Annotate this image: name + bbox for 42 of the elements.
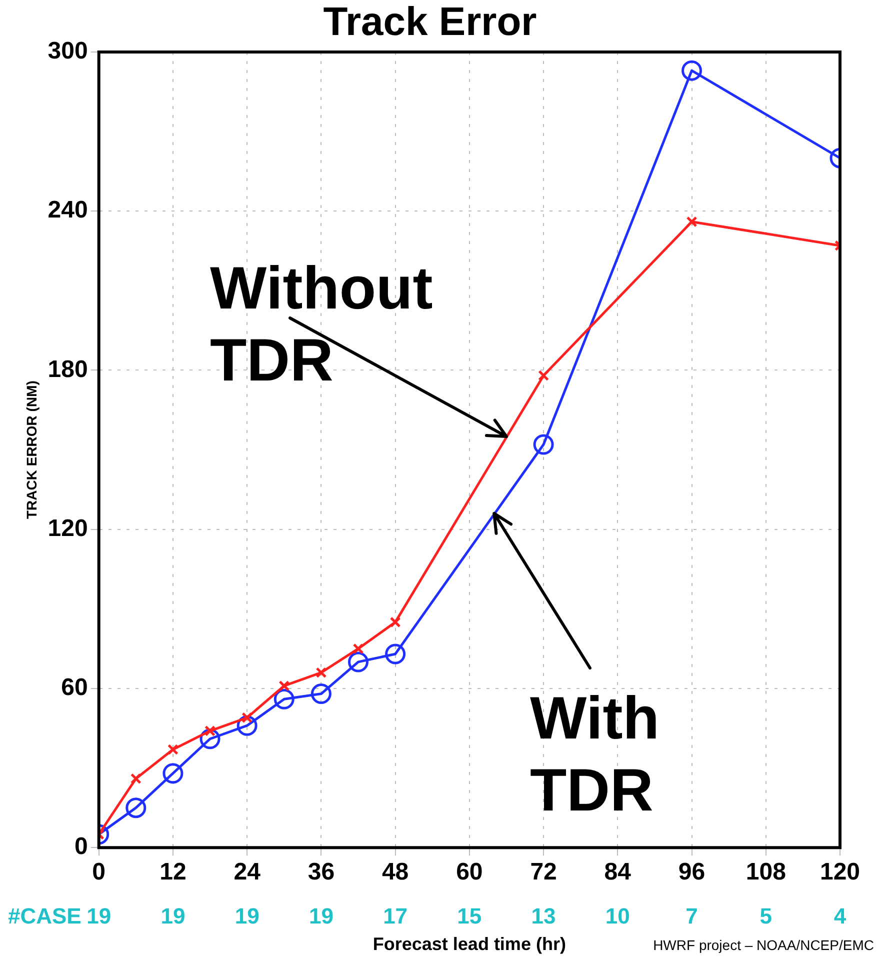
point (316, 667, 327, 678)
y-tick-label: 120 (48, 514, 88, 542)
point (278, 680, 290, 692)
y-tick-label: 180 (48, 356, 88, 383)
y-tick-label: 240 (48, 196, 88, 224)
x-tick-label: 120 (820, 858, 860, 886)
x-axis-title: Forecast lead time (hr) (372, 934, 566, 954)
point (242, 712, 253, 724)
x-tick-label: 84 (604, 858, 632, 886)
point (126, 798, 146, 818)
point (162, 763, 184, 784)
x-tick-label: 0 (92, 858, 106, 886)
x-tick-label: 72 (530, 858, 557, 886)
point (274, 688, 294, 710)
x-tick-label: 60 (456, 858, 483, 886)
x-tick-label: 108 (746, 858, 786, 886)
y-tick-label: 0 (74, 833, 88, 860)
y-tick-label: 60 (61, 674, 88, 702)
text: #CASE 19 19 19 19 17 15 13 10 7 5 4 (8, 904, 846, 929)
x-tick-label: 12 (160, 858, 186, 886)
text: HWRF project – NOAA/NCEP/EMC (653, 936, 874, 953)
point (348, 652, 368, 672)
point (538, 370, 550, 382)
y-tick-label: 300 (48, 38, 88, 65)
point (310, 684, 332, 704)
x-tick-label: 24 (234, 858, 262, 886)
point (352, 643, 364, 654)
annotation: Without TDR (210, 254, 433, 394)
x-tick-label: 96 (678, 858, 706, 886)
x-tick-label: 36 (308, 858, 335, 886)
point (385, 644, 406, 664)
point (533, 434, 554, 455)
annotation: With TDR (530, 684, 660, 824)
point (390, 616, 401, 628)
chart-title: Track Error (323, 0, 537, 44)
point (130, 773, 142, 784)
x-tick-label: 48 (382, 858, 409, 886)
point (204, 725, 216, 736)
y-axis-title: TRACK ERROR (NM) (23, 380, 40, 520)
point (682, 60, 702, 81)
point (167, 744, 178, 755)
point (686, 216, 698, 228)
